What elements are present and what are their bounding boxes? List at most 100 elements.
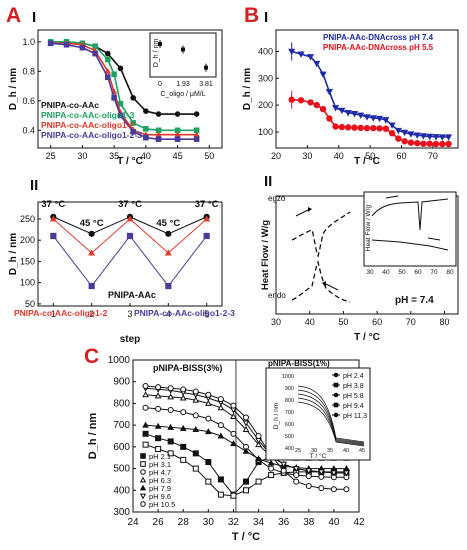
data-point	[243, 414, 249, 421]
data-point	[142, 430, 149, 437]
data-point	[143, 108, 149, 114]
data-point	[432, 134, 440, 141]
inset-frame	[363, 191, 457, 267]
series-line	[52, 235, 208, 287]
data-point	[217, 422, 224, 429]
data-point	[117, 65, 124, 72]
inset-legend-entry: pH 2.4	[343, 373, 364, 380]
data-point	[343, 465, 350, 472]
data-point	[217, 432, 225, 439]
y-tick-label: 800	[113, 398, 130, 409]
x-tick-label: 50	[365, 151, 375, 161]
legend-entry: pH 6.3	[149, 476, 171, 485]
temperature-annotation: 45 °C	[156, 218, 180, 229]
data-point	[338, 123, 346, 131]
series-label: PNIPA-co-AAc-oligo1-2	[14, 308, 108, 318]
y-tick-label: 300	[258, 73, 273, 83]
x-tick-label: 30	[302, 151, 312, 161]
temperature-annotation: 37 °C	[41, 199, 65, 210]
legend-entry: PNIPA-co-AAc-oligo1-3	[41, 110, 135, 120]
data-point	[325, 89, 333, 96]
data-point	[142, 383, 149, 390]
data-point	[155, 405, 162, 412]
data-point	[142, 404, 149, 411]
x-tick-label: 35	[109, 151, 119, 161]
data-point	[179, 424, 187, 431]
inset-x-tick-label: 3.81	[199, 81, 213, 88]
data-point	[130, 120, 136, 126]
data-point	[205, 459, 212, 466]
data-point	[50, 232, 57, 240]
x-tick-label: 42	[353, 517, 365, 528]
data-point	[351, 124, 358, 131]
inset-y-label: D_h / nm	[153, 39, 160, 68]
data-point	[47, 40, 54, 47]
legend-entry: pH 9.6	[149, 492, 171, 501]
x-tick-label: 40	[141, 151, 151, 161]
x-tick-label: 40	[305, 317, 315, 327]
inset-y-tick-label: 500	[285, 434, 294, 440]
x-tick-label: 26	[153, 517, 165, 528]
inset-y-tick-label: 800	[285, 398, 294, 404]
inset-legend-entry: pH 11.3	[343, 413, 367, 420]
data-point	[192, 465, 199, 472]
data-point	[280, 461, 288, 468]
data-point	[155, 446, 162, 453]
data-point	[217, 396, 224, 403]
x-tick-label: 60	[372, 317, 382, 327]
data-point	[142, 391, 149, 398]
y-tick-label: 50	[25, 299, 35, 309]
data-point	[330, 486, 337, 493]
data-point	[192, 396, 200, 403]
inset-heating-trace	[371, 198, 449, 231]
data-point	[305, 482, 312, 489]
data-point	[242, 420, 250, 427]
inset-legend-marker	[333, 412, 339, 418]
y-axis-label: D_h / nm	[242, 68, 253, 110]
data-point	[180, 386, 187, 393]
arrow-cooling	[325, 283, 339, 291]
data-point	[142, 441, 149, 448]
y-tick-label: 400	[113, 485, 130, 496]
x-tick-label: 45	[173, 151, 183, 161]
data-point	[407, 131, 415, 138]
series-label: PNIPA-co-AAc-oligo1-2-3	[134, 308, 235, 318]
x-tick-label: 60	[397, 151, 407, 161]
legend-entry: pH 4.7	[149, 468, 171, 477]
data-point	[319, 71, 327, 78]
data-point	[111, 95, 117, 101]
data-point	[313, 60, 321, 68]
x-tick-label: 40	[328, 517, 340, 528]
inset-y-label: D_h / nm	[273, 403, 280, 429]
panel-roman-b1: I	[264, 9, 268, 26]
panel-roman-a1: I	[32, 9, 36, 26]
data-point	[104, 74, 111, 81]
data-point	[167, 438, 174, 445]
data-point	[154, 392, 162, 399]
panel-letter-a: A	[6, 4, 21, 27]
data-point	[180, 456, 187, 463]
data-point	[255, 478, 262, 485]
data-point	[297, 97, 305, 104]
x-tick-label: 1	[51, 309, 56, 319]
data-point	[104, 50, 111, 57]
legend-entry: PNIPA-co-AAc-oligo1-2-3	[41, 130, 142, 140]
data-point	[357, 112, 365, 120]
endo-label: endo	[268, 291, 286, 300]
temperature-annotation: 37 °C	[118, 199, 142, 210]
data-point	[407, 139, 415, 146]
data-point	[192, 388, 199, 395]
inset-point	[158, 42, 162, 46]
data-point	[88, 230, 95, 237]
x-axis-label: T / °C	[354, 332, 380, 343]
data-point	[326, 115, 333, 122]
data-point	[143, 134, 149, 141]
heating-trace	[291, 211, 351, 258]
data-point	[117, 112, 124, 119]
data-point	[167, 393, 175, 400]
data-point	[344, 124, 352, 131]
temperature-annotation: 37 °C	[195, 199, 219, 210]
data-point	[318, 485, 325, 492]
inset-legend-marker	[333, 392, 339, 398]
inset-arrow	[427, 237, 441, 241]
